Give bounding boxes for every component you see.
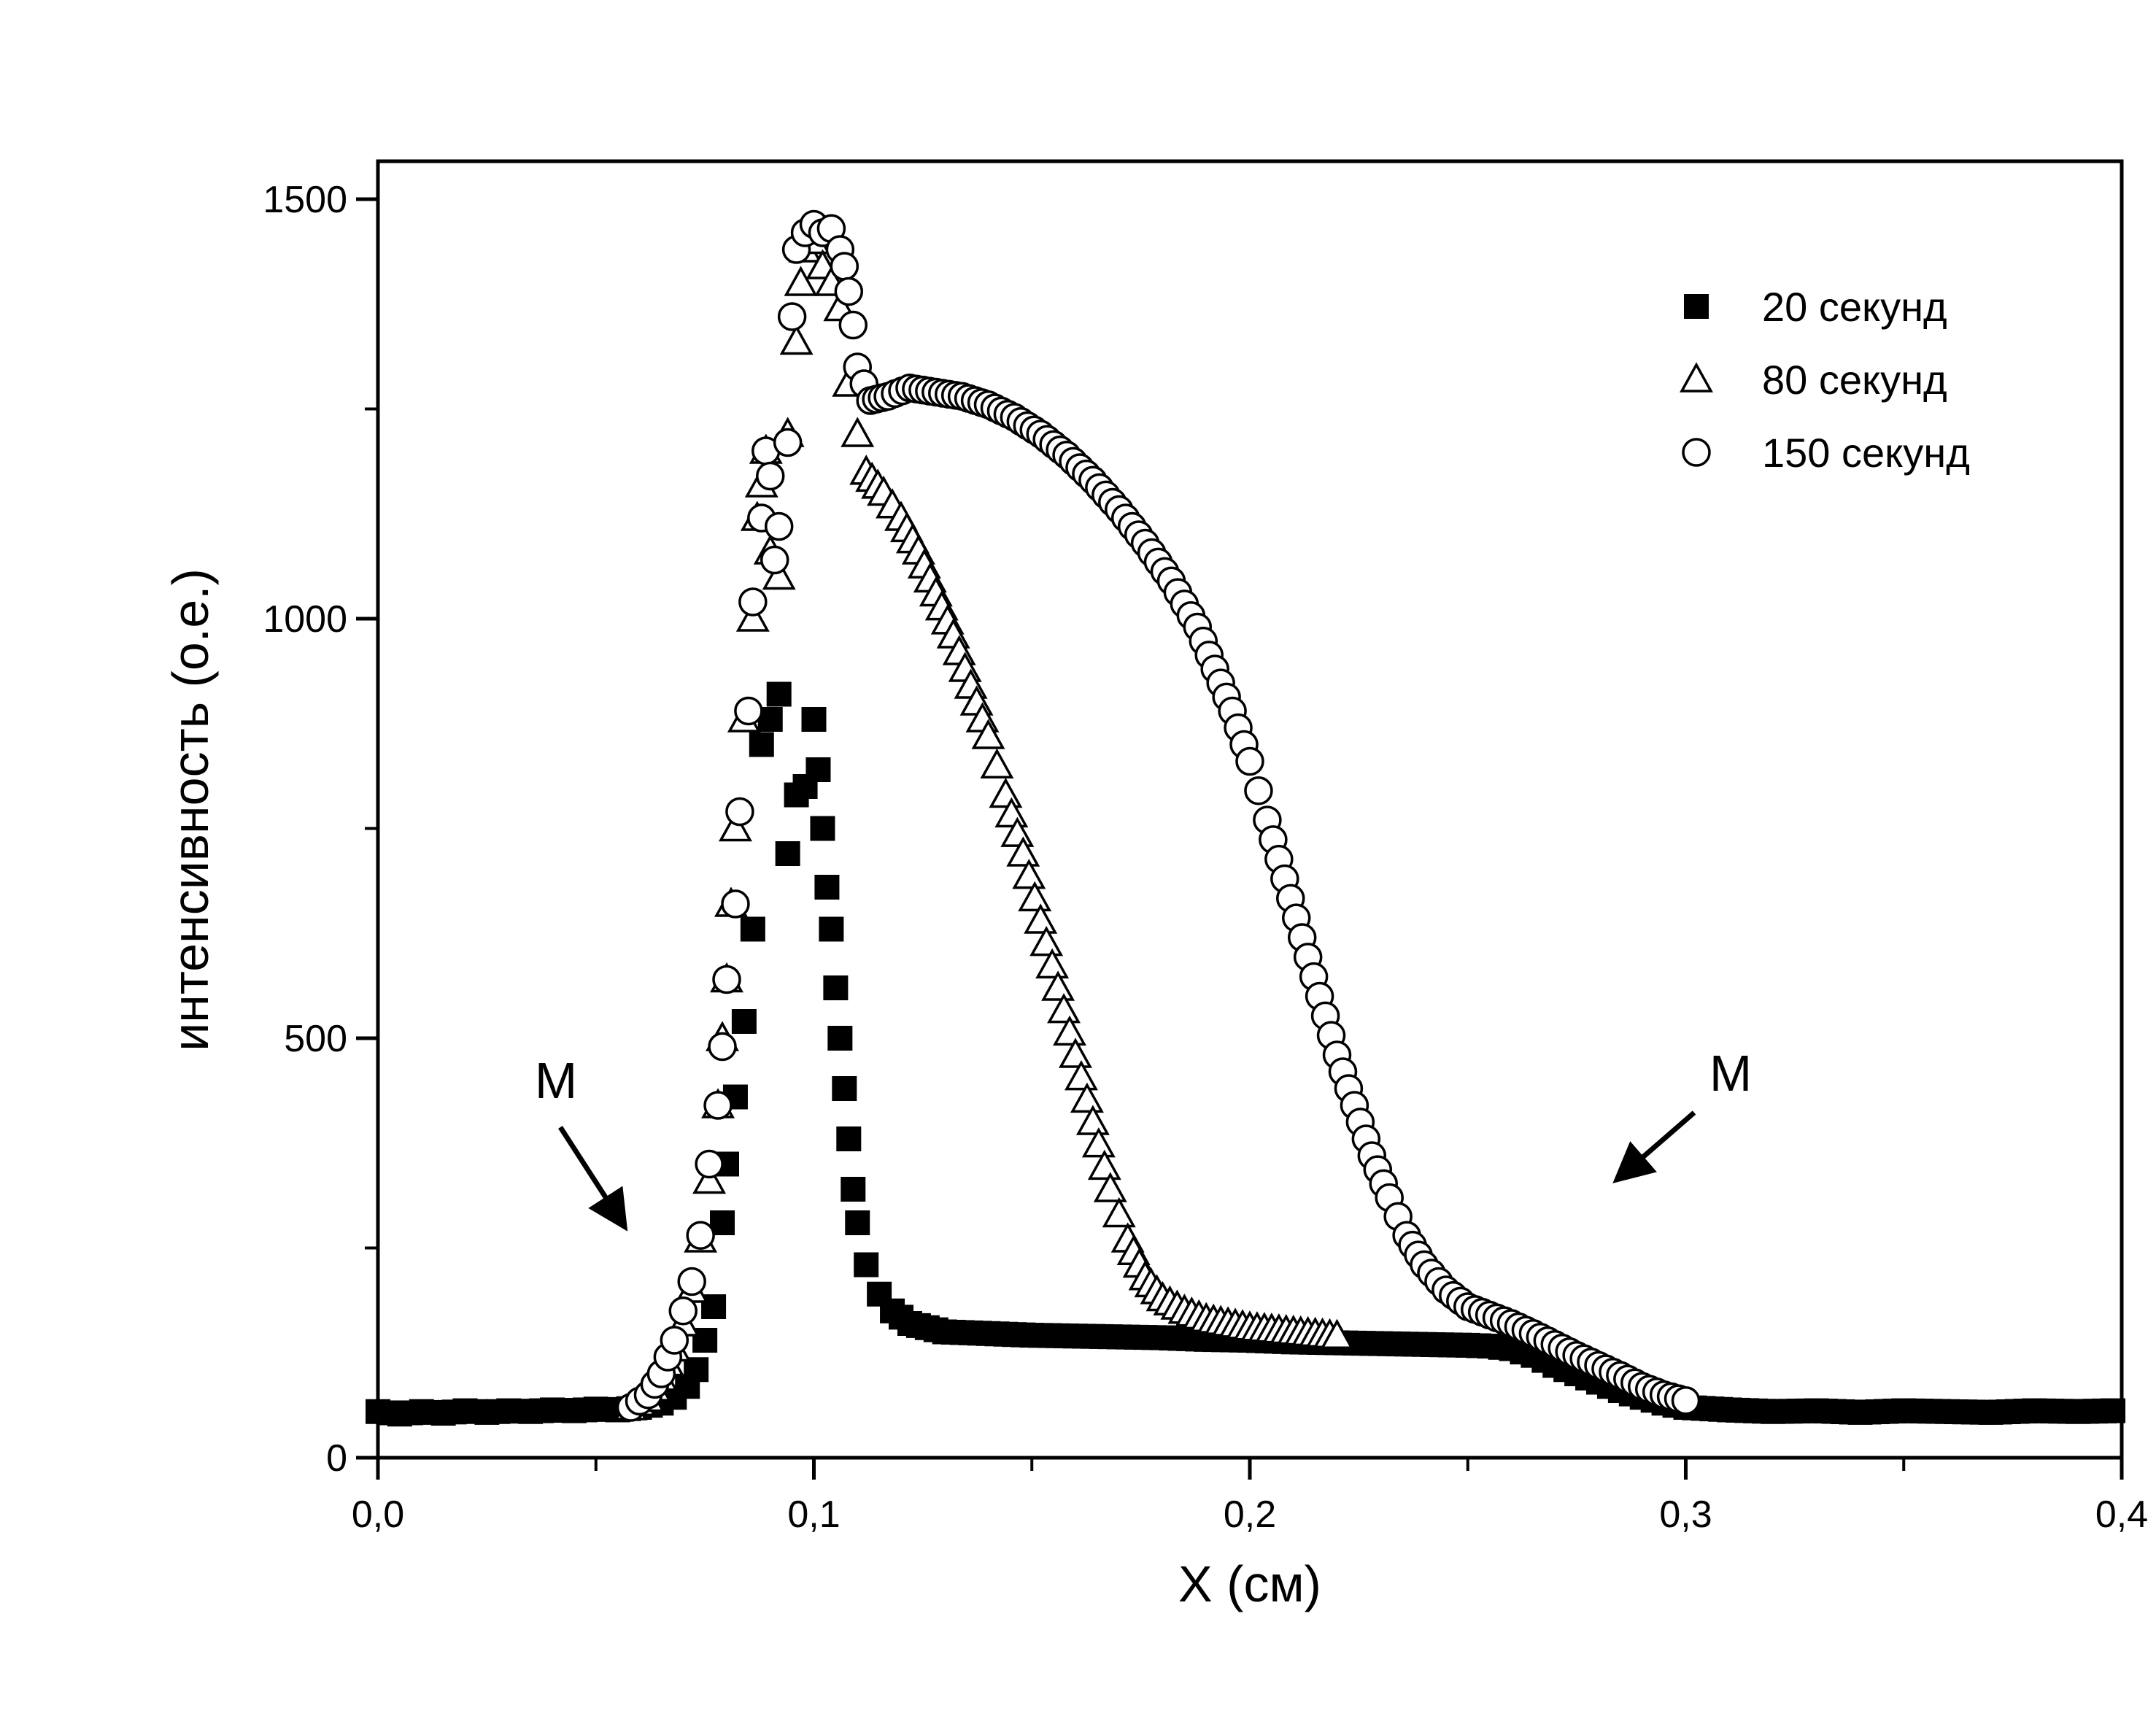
x-axis-title: X (см) [1178,1555,1321,1612]
data-point [1320,1318,1354,1349]
x-tick-label: 0,4 [2095,1493,2148,1536]
data-point [766,681,792,707]
data-point [1047,993,1081,1024]
x-tick-label: 0,2 [1224,1493,1276,1536]
data-point [1235,746,1264,776]
data-point [814,875,840,900]
data-point [836,1126,862,1151]
data-point [735,601,770,632]
data-point [660,1326,689,1355]
data-point [980,748,1014,778]
legend: 20 секунд 80 секунд 150 секунд [1680,284,1970,476]
x-tick-label: 0,1 [787,1493,840,1536]
data-point [1024,903,1058,934]
data-point [762,559,796,590]
data-point [1087,1149,1121,1180]
data-point [810,816,835,841]
data-point [740,916,765,942]
annotation-arrow [558,1126,628,1232]
data-point [718,811,752,842]
data-point [805,757,831,782]
data-point [779,324,814,355]
data-point [823,975,849,1000]
data-point [738,587,768,617]
data-point [731,1009,757,1034]
series-150s [616,209,1701,1422]
data-point [692,1163,727,1194]
legend-label: 150 секунд [1762,430,1970,476]
plot-frame [376,159,2124,1460]
data-point [1064,1060,1098,1091]
x-tick-label: 0,0 [352,1493,404,1536]
data-point [1075,1105,1110,1135]
data-point [1102,1197,1136,1228]
data-point [686,1221,715,1250]
data-point [1041,970,1075,1001]
data-point [1081,1127,1116,1158]
data-point [1093,1172,1127,1202]
data-point [801,707,827,732]
series-layer [366,209,2126,1427]
y-axis-ticks: 0 500 1000 1500 [263,179,378,1480]
data-point [695,1149,724,1179]
legend-marker [1682,438,1711,467]
legend-marker [1680,362,1713,393]
data-point [721,889,750,919]
legend-label: 80 секунд [1762,357,1947,403]
data-point [832,1076,857,1101]
data-point [708,1032,737,1062]
data-point [845,1210,870,1235]
data-point [989,777,1023,808]
data-point [854,1252,879,1278]
data-point [1018,881,1052,912]
annotation-label: M [1709,1045,1752,1102]
data-point [775,841,800,866]
data-point [777,302,807,331]
data-point [1671,1386,1701,1415]
y-tick-label: 500 [284,1018,347,1060]
data-point [773,428,803,457]
data-point [841,417,875,447]
data-point [703,1091,733,1120]
series-20s [366,681,2126,1427]
data-point [734,696,763,726]
data-point [1059,1037,1092,1068]
y-tick-label: 1000 [263,598,347,641]
data-point [827,1026,853,1051]
data-point [834,277,864,306]
data-point [1244,776,1273,805]
data-point [830,252,859,281]
y-tick-label: 1500 [263,179,347,221]
data-point [819,916,844,942]
data-point [1012,859,1046,889]
annotation-label: M [535,1052,577,1109]
data-point [841,1177,866,1202]
data-point [2101,1398,2126,1423]
data-point [1006,836,1040,867]
data-point [784,266,818,296]
data-point [1053,1015,1087,1046]
legend-label: 20 секунд [1762,284,1947,330]
data-point [756,461,785,491]
y-axis-title: интенсивность (о.е.) [162,568,219,1051]
data-point [764,511,794,541]
data-point [971,719,1005,749]
legend-marker [1684,294,1709,319]
data-point [1035,948,1070,979]
data-point [668,1296,698,1326]
data-point [1029,926,1064,956]
data-point [677,1267,706,1296]
y-tick-label: 0 [326,1437,347,1480]
data-point [712,965,741,994]
x-tick-label: 0,3 [1659,1493,1712,1536]
annotation-arrow [1612,1110,1696,1183]
data-point [1070,1082,1104,1113]
data-point [838,310,868,340]
x-axis-ticks: 0,0 0,1 0,2 0,3 0,4 [352,1458,2148,1536]
data-point [760,545,789,575]
data-point [749,732,774,757]
data-point [725,797,754,827]
